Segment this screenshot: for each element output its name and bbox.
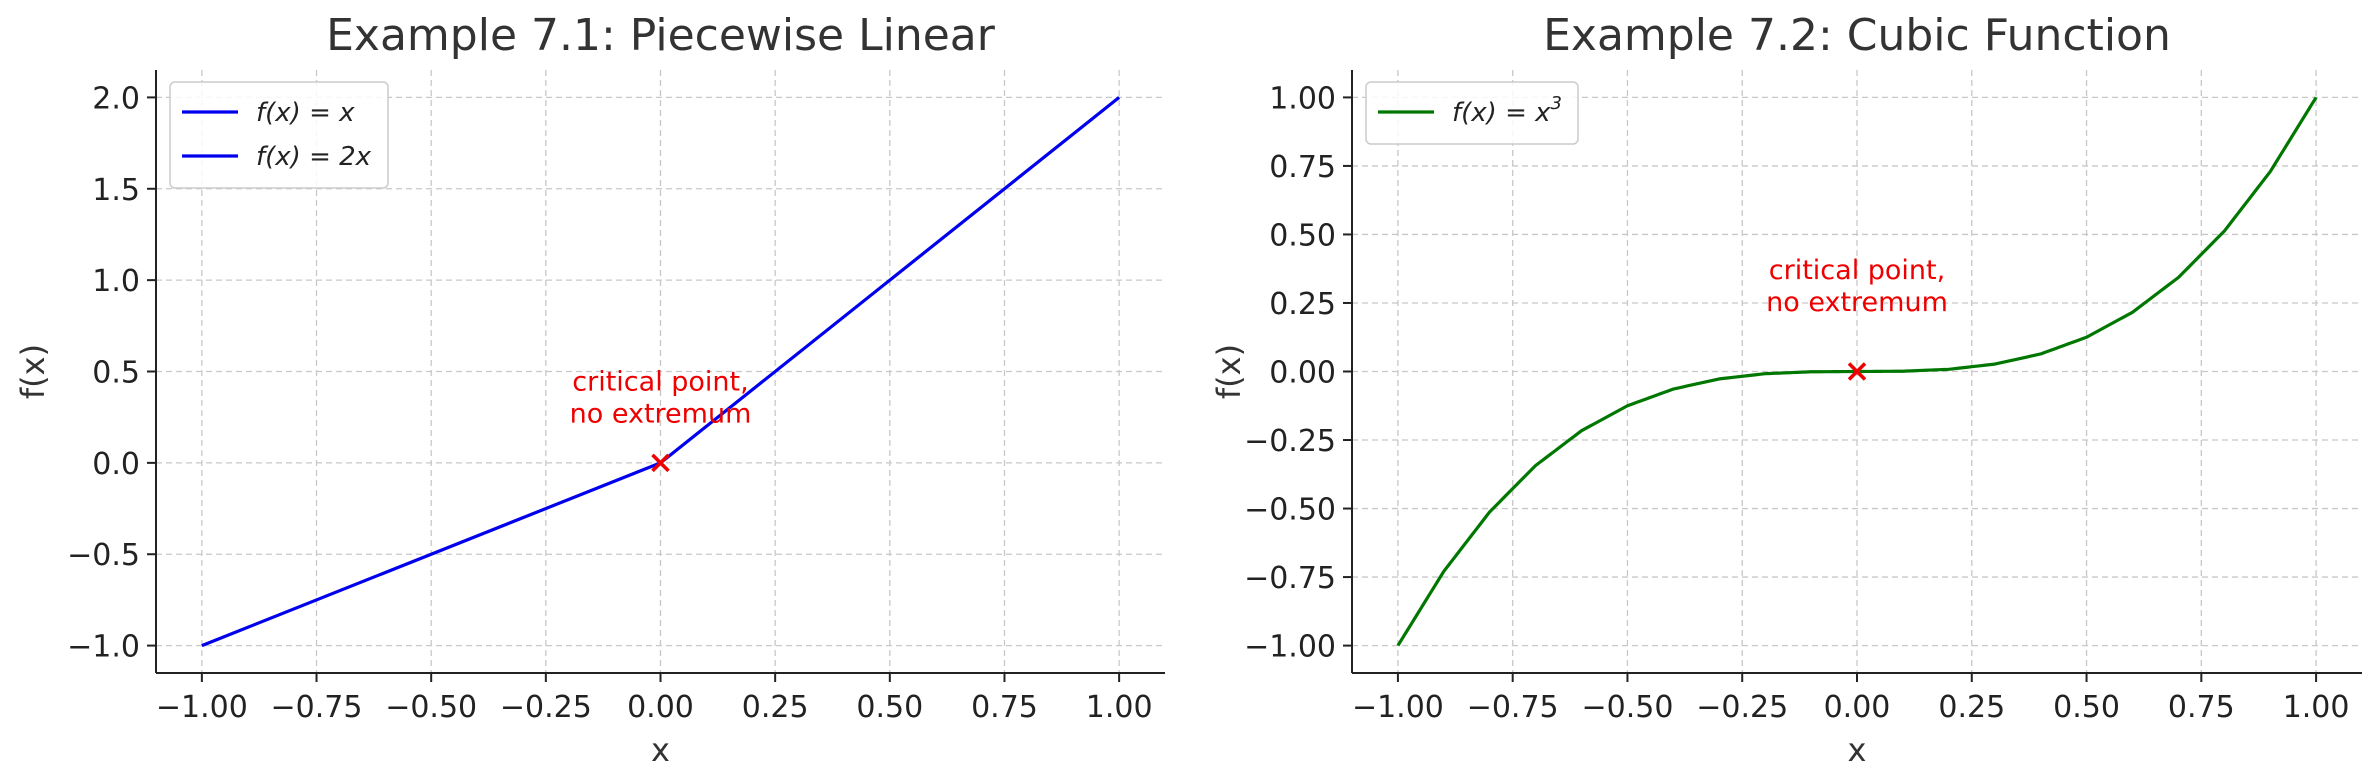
chart1-title: Example 7.1: Piecewise Linear [326,10,996,61]
chart2-marker-stroke-b [1847,362,1867,381]
chart1-legend-label-main: f(x) = 2x [256,142,372,172]
chart2-x-tick-label: 0.50 [2053,690,2120,725]
chart1-x-tick-label: 0.25 [742,690,809,725]
chart1-x-tick-label: 0.00 [627,690,694,725]
chart1-x-tick-label: −0.50 [385,690,477,725]
chart1-series-line-2 [659,96,1121,465]
chart2-y-tick-label: −0.50 [1244,493,1336,528]
chart2-annotation-line: no extremum [1766,287,1948,318]
chart1-y-tick-label: −0.5 [67,538,140,573]
chart1-y-tick-label: −1.0 [67,630,140,665]
chart1-x-tick-label: 0.75 [971,690,1038,725]
chart2-legend-label-sup: 3 [1551,93,1562,114]
chart2-x-tick-label: −0.75 [1467,690,1559,725]
chart2-x-tick-label: −1.00 [1352,690,1444,725]
chart2-y-tick-label: 0.00 [1269,356,1336,391]
chart1-x-tick-label: 0.50 [856,690,923,725]
chart1-critical-point-marker [651,453,670,473]
chart1-annotation-line: no extremum [570,399,752,430]
chart1-x-axis-label: x [651,731,670,769]
chart2-y-tick-label: 0.50 [1269,218,1336,253]
chart1-x-tick-label: −0.75 [271,690,363,725]
chart2-legend: f(x) = x3 [1365,81,1579,145]
chart2-x-tick-label: 0.25 [1938,690,2005,725]
chart2-y-tick-label: −0.25 [1244,424,1336,459]
chart2-title: Example 7.2: Cubic Function [1543,10,2171,61]
chart2-panel: −1.00 −0.75 −0.50 −0.25 0.00 0.25 0.50 0.75 1.00… [1210,10,2362,769]
chart1-y-tick-label: 1.0 [92,264,140,299]
chart2-y-axis-label: f(x) [1210,344,1248,399]
chart2-y-tick-label: 0.25 [1269,287,1336,322]
chart1-y-tick-label: 2.0 [92,81,140,116]
chart1-x-tick-label: 1.00 [1086,690,1153,725]
chart1-marker-stroke-b [651,453,670,473]
chart1-x-tick-label: −0.25 [500,690,592,725]
chart2-x-tick-label: 1.00 [2283,690,2350,725]
chart2-x-tick-label: 0.00 [1824,690,1891,725]
chart1-legend: f(x) = x f(x) = 2x [169,81,389,189]
chart2-annotation-line: critical point, [1769,255,1945,286]
chart1-x-tick-label: −1.00 [156,690,248,725]
chart1-legend-label-main: f(x) = x [256,98,355,128]
chart1-legend-box [169,81,389,189]
chart2-y-tick-label: −1.00 [1244,630,1336,665]
chart1-legend-label-1: f(x) = x [256,98,355,128]
chart1-y-tick-label: 1.5 [92,173,140,208]
chart2-x-tick-label: −0.25 [1696,690,1788,725]
chart2-legend-box [1365,81,1579,145]
chart2-legend-label-1: f(x) = x3 [1452,93,1562,128]
chart1-panel: −1.00 −0.75 −0.50 −0.25 0.00 0.25 0.50 0.75 1.00… [14,10,1165,769]
chart1-y-axis-label: f(x) [14,344,52,399]
chart2-y-tick-label: 1.00 [1269,81,1336,116]
chart2-y-tick-label: 0.75 [1269,150,1336,185]
chart1-series-line-1 [201,461,662,648]
chart2-critical-point-marker [1847,362,1867,381]
chart2-y-tick-label: −0.75 [1244,561,1336,596]
chart1-legend-label-2: f(x) = 2x [256,142,372,172]
chart1-annotation: critical point, no extremum [570,367,752,430]
chart1-annotation-line: critical point, [572,367,748,398]
chart1-y-tick-label: 0.5 [92,356,140,391]
chart2-x-tick-label: 0.75 [2168,690,2235,725]
chart2-annotation: critical point, no extremum [1766,255,1948,318]
chart1-y-tick-label: 0.0 [92,447,140,482]
chart2-x-tick-label: −0.50 [1581,690,1673,725]
chart2-x-axis-label: x [1848,731,1867,769]
chart2-legend-label-main: f(x) = x [1452,98,1551,128]
